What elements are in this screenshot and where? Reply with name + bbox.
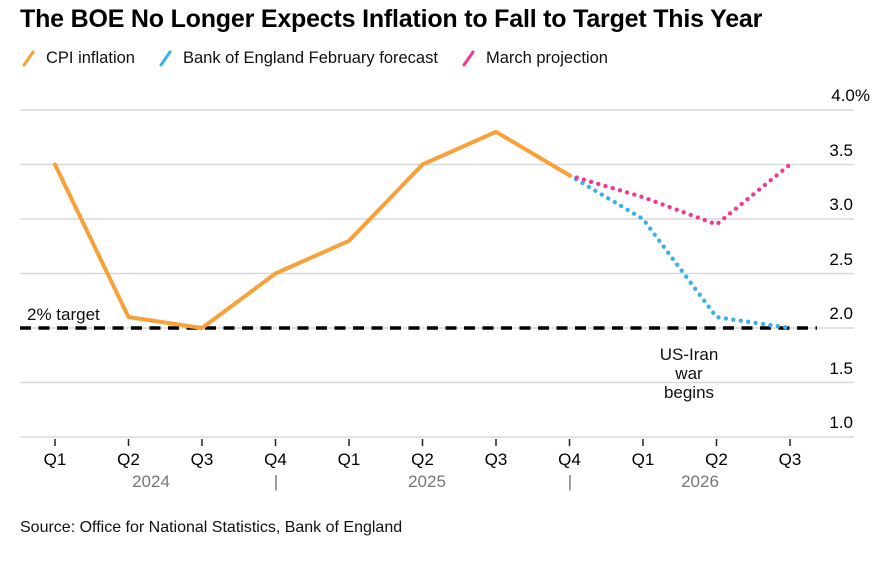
- legend-item-march-projection: March projection: [462, 49, 608, 68]
- target-line-label: 2% target: [27, 305, 100, 324]
- legend-item-cpi: CPI inflation: [22, 49, 135, 68]
- source-note: Source: Office for National Statistics, …: [20, 519, 403, 536]
- legend-slash-orange-icon: [22, 50, 35, 66]
- series-line-cpi: [53, 129, 572, 330]
- legend-slash-pink-icon: [462, 50, 475, 66]
- annotation-us-iran-war: US-Iran war begins: [659, 345, 719, 402]
- legend: CPI inflation Bank of England February f…: [22, 46, 608, 70]
- legend-slash-blue-icon: [159, 50, 172, 66]
- chart-title: The BOE No Longer Expects Inflation to F…: [20, 5, 763, 33]
- legend-label-march-projection: March projection: [485, 48, 608, 67]
- legend-item-feb-forecast: Bank of England February forecast: [159, 49, 438, 68]
- legend-label-cpi: CPI inflation: [46, 48, 135, 67]
- series-line-march-projection: [567, 162, 793, 227]
- legend-label-feb-forecast: Bank of England February forecast: [182, 48, 438, 67]
- series-line-feb-forecast: [567, 173, 793, 331]
